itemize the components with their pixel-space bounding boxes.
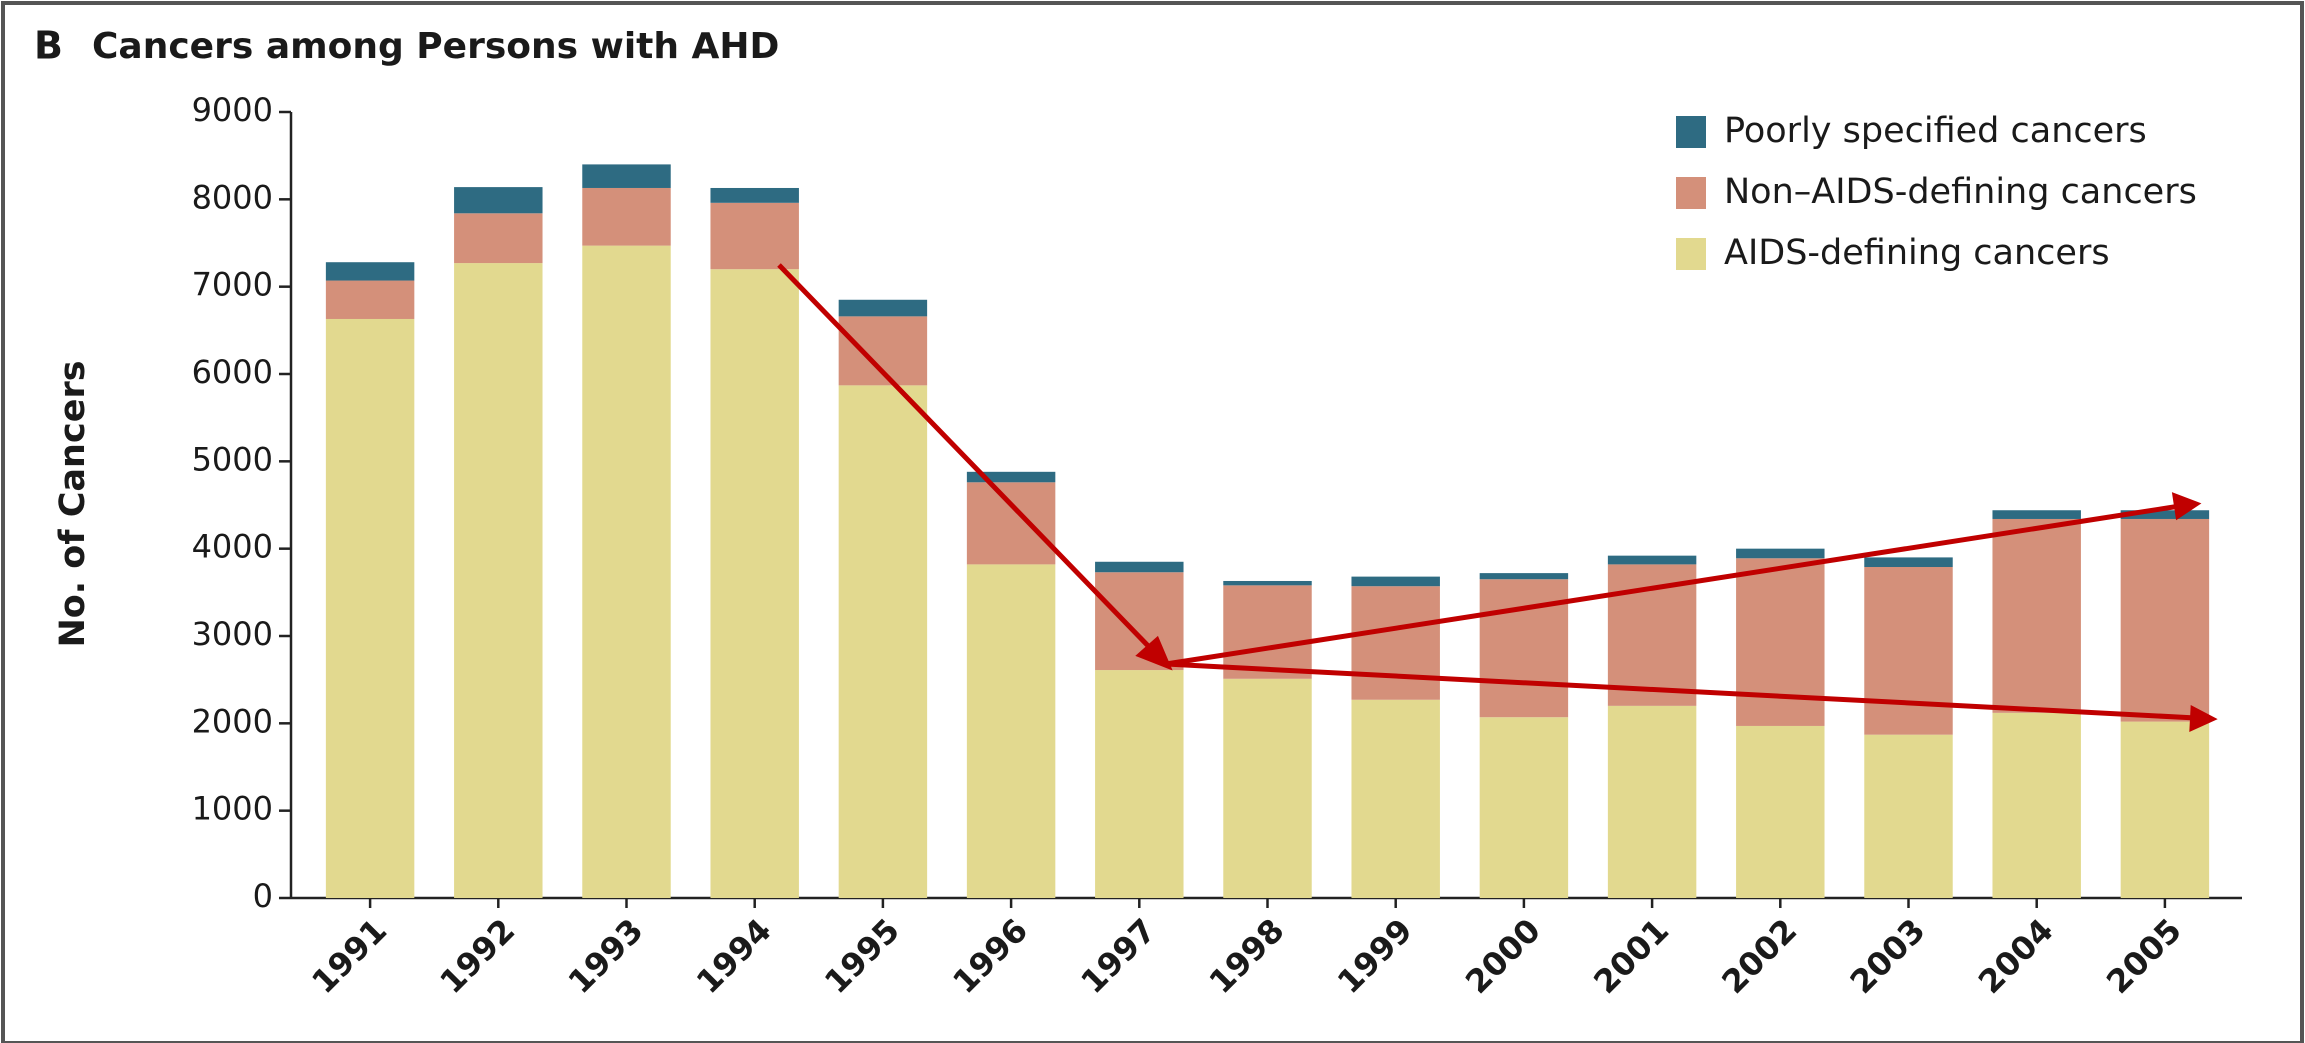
bar-segment [1479,579,1569,718]
bar-segment [454,263,543,898]
y-tick-label: 0 [253,877,273,915]
bar-segment [1479,717,1569,898]
legend-label: Poorly specified cancers [1724,111,2147,151]
chart-title: Cancers among Persons with AHD [92,26,779,67]
bar-segment [325,318,415,899]
legend-swatch [1676,177,1706,209]
legend-label: Non–AIDS-defining cancers [1724,172,2197,212]
y-tick-label: 3000 [192,615,273,653]
bar-segment [1992,712,2081,898]
arrow [1165,503,2181,667]
bar-segment [710,269,799,898]
arrowhead [2189,704,2218,732]
panel-label: B [34,24,63,68]
bar-segment [710,187,799,203]
bar-segment [1864,567,1953,735]
bar-segment [325,280,415,319]
bar-segment [1607,555,1697,565]
arrowhead [1135,635,1173,671]
bar-segment [1736,548,1825,559]
bar-segment [1864,734,1953,898]
bar-segment [2120,518,2210,722]
legend-swatch [1676,238,1706,270]
y-tick-label: 1000 [192,790,273,828]
legend: Poorly specified cancers Non–AIDS-definin… [1676,111,2197,273]
bar-segment [1351,576,1440,587]
y-tick-label: 5000 [192,440,273,478]
bar-segment [1223,585,1312,679]
bar-segment [1351,699,1440,898]
bar-segment [1992,518,2081,713]
bar-segment [838,385,928,898]
arrow [777,263,1157,655]
bar-segment [1095,561,1184,573]
bar-segment [1736,558,1825,726]
bar-segment [1351,586,1440,700]
bar-segment [582,187,671,246]
bar-segment [582,164,671,188]
bar-segment [582,245,671,898]
bar-segment [1992,510,2081,519]
y-tick-label: 8000 [192,178,273,216]
bar-segment [1479,573,1569,580]
bar-segment [1223,678,1312,898]
bar-segment [325,262,415,281]
bar-segment [454,213,543,264]
bar-segment [966,471,1056,483]
bar-segment [454,187,543,214]
bar-segment [1223,580,1312,586]
bar-segment [710,202,799,270]
bar-segment [1607,705,1697,898]
legend-label: AIDS-defining cancers [1724,233,2110,273]
bar-segment [1095,670,1184,898]
arrowhead [2171,492,2202,521]
legend-swatch [1676,116,1706,148]
y-tick-label: 6000 [192,353,273,391]
arrows [777,263,2218,732]
bar-segment [2120,721,2210,898]
bar-segment [2120,510,2210,519]
y-tick-label: 4000 [192,528,273,566]
y-tick-label: 7000 [192,266,273,304]
bar-segment [1736,725,1825,898]
arrow [1165,661,2197,721]
bar-segment [838,299,928,317]
bar-segment [1864,557,1953,568]
y-tick-label: 2000 [192,702,273,740]
y-tick-label: 9000 [192,91,273,129]
bar-segment [966,564,1056,898]
y-axis-label: No. of Cancers [53,360,93,647]
bar-segment [966,482,1056,565]
